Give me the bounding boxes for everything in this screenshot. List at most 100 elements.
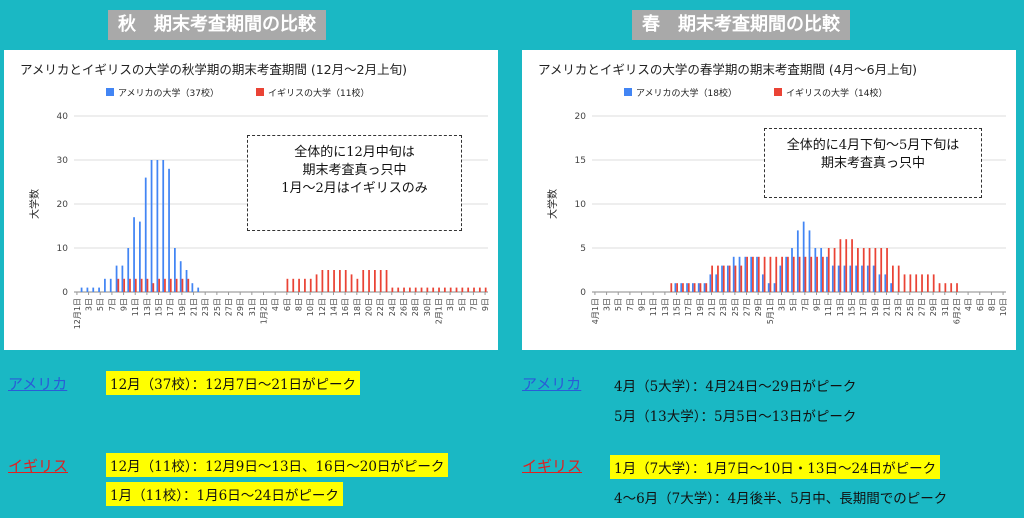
y-tick-label: 40 [57, 112, 69, 122]
bar [432, 287, 435, 292]
bar [775, 256, 778, 292]
autumn-note-line-3: 1月〜2月はイギリスのみ [281, 181, 428, 196]
bar [385, 270, 388, 292]
x-tick-label: 1月2日 [260, 298, 269, 324]
x-tick-label: 3日 [446, 298, 455, 311]
bar [909, 274, 912, 292]
bar [150, 160, 153, 292]
y-tick-label: 30 [57, 156, 69, 166]
bar [757, 256, 760, 292]
bar [728, 265, 731, 292]
bar [697, 283, 700, 292]
bar [855, 265, 858, 292]
bar [478, 287, 481, 292]
bar [187, 278, 190, 292]
bar [715, 274, 718, 292]
legend-label: アメリカの大学（18校） [636, 87, 737, 99]
bar [833, 248, 836, 292]
x-tick-label: 9日 [638, 298, 647, 311]
left-us-label: アメリカ [8, 375, 68, 393]
bar [391, 287, 394, 292]
bar [682, 283, 684, 292]
bar [705, 283, 708, 292]
bar [175, 278, 178, 292]
x-tick-label: 25日 [731, 298, 740, 316]
x-tick-label: 29日 [236, 298, 245, 316]
legend-label: イギリスの大学（11校） [268, 87, 369, 99]
x-tick-label: 27日 [917, 298, 926, 316]
bar [711, 265, 713, 292]
bar [820, 248, 823, 292]
bar [744, 256, 747, 292]
x-tick-label: 5日 [96, 298, 105, 311]
bar [804, 256, 807, 292]
x-tick-label: 15日 [155, 298, 164, 316]
autumn-chart: アメリカとイギリスの大学の秋学期の期末考査期間 (12月〜2月上旬) アメリカの大… [4, 50, 498, 350]
x-tick-label: 10日 [999, 298, 1008, 316]
right-uk-label: イギリス [522, 457, 583, 475]
x-tick-label: 13日 [836, 298, 845, 316]
y-tick-label: 20 [57, 200, 69, 210]
y-tick-label: 5 [580, 244, 586, 254]
legend-swatch [624, 88, 632, 96]
x-tick-label: 11日 [824, 298, 833, 316]
bar [321, 270, 324, 292]
x-tick-label: 23日 [894, 298, 903, 316]
x-tick-label: 8日 [987, 298, 996, 311]
x-tick-label: 4日 [271, 298, 280, 311]
bar [484, 287, 487, 292]
x-tick-label: 31日 [248, 298, 257, 316]
bar [109, 278, 112, 292]
y-tick-label: 10 [57, 244, 69, 254]
bar [810, 256, 813, 292]
x-tick-label: 7日 [626, 298, 635, 311]
bar [438, 287, 440, 292]
x-tick-label: 17日 [166, 298, 175, 316]
spring-note-line-2: 期末考査真っ只中 [820, 156, 925, 171]
bar [168, 168, 170, 292]
bar [845, 239, 848, 292]
bar [878, 274, 881, 292]
bar [339, 270, 341, 292]
x-tick-label: 14日 [329, 298, 338, 316]
bar [726, 265, 729, 292]
x-tick-label: 6月2日 [952, 298, 961, 324]
bar [298, 278, 300, 292]
x-tick-label: 27日 [225, 298, 234, 316]
bar [127, 248, 130, 292]
bar [144, 177, 147, 292]
bar [670, 283, 673, 292]
x-tick-label: 5日 [614, 298, 623, 311]
bar [185, 270, 188, 292]
x-tick-label: 5日 [789, 298, 798, 311]
bar [309, 278, 312, 292]
right-uk-line-2: 4〜6月（7大学）：4月後半、5月中、長期間でのピーク [614, 491, 948, 507]
bar [886, 248, 888, 292]
bar [926, 274, 929, 292]
right-us-label: アメリカ [522, 375, 582, 393]
bar [344, 270, 347, 292]
bar [156, 160, 159, 292]
x-tick-label: 22日 [376, 298, 385, 316]
bar [884, 274, 887, 292]
bar [752, 256, 754, 292]
x-tick-label: 8日 [294, 298, 303, 311]
bar [892, 265, 894, 292]
bar [862, 248, 865, 292]
x-tick-label: 29日 [929, 298, 938, 316]
bar [785, 256, 788, 292]
bar [674, 283, 677, 292]
x-tick-label: 9日 [812, 298, 821, 311]
bar [890, 283, 893, 292]
bar [703, 283, 706, 292]
bar [699, 283, 702, 292]
y-tick-label: 20 [575, 112, 587, 122]
bar [709, 274, 712, 292]
right-uk-line-1: 1月（7大学）：1月7日〜10日・13日〜24日がピーク [610, 455, 941, 479]
x-tick-label: 9日 [120, 298, 129, 311]
bar [956, 283, 958, 292]
x-tick-label: 6日 [976, 298, 985, 311]
bar [787, 256, 789, 292]
x-tick-label: 12日 [318, 298, 327, 316]
x-tick-label: 19日 [696, 298, 705, 316]
